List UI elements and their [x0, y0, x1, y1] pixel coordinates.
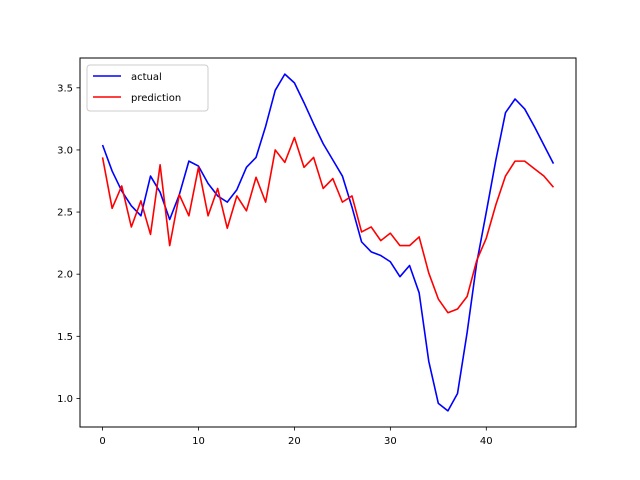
y-tick-label: 1.5	[57, 332, 73, 343]
x-tick-label: 0	[99, 436, 105, 447]
x-tick-label: 10	[192, 436, 205, 447]
legend: actual prediction	[86, 64, 209, 112]
x-tick-label: 40	[480, 436, 493, 447]
series-layer	[101, 73, 555, 412]
legend-label-actual: actual	[131, 72, 162, 83]
x-axis: 0 10 20 30 40	[99, 427, 493, 447]
legend-label-prediction: prediction	[131, 93, 181, 104]
y-tick-label: 3.5	[57, 83, 73, 94]
x-tick-label: 20	[288, 436, 301, 447]
y-axis: 1.0 1.5 2.0 2.5 3.0 3.5	[57, 83, 80, 405]
x-tick-label: 30	[384, 436, 397, 447]
series-line-actual	[101, 73, 555, 412]
plot-frame	[79, 57, 577, 428]
series-line-prediction	[101, 136, 555, 314]
y-tick-label: 2.5	[57, 208, 73, 219]
y-tick-label: 2.0	[57, 270, 73, 281]
y-tick-label: 3.0	[57, 145, 73, 156]
y-tick-label: 1.0	[57, 394, 73, 405]
